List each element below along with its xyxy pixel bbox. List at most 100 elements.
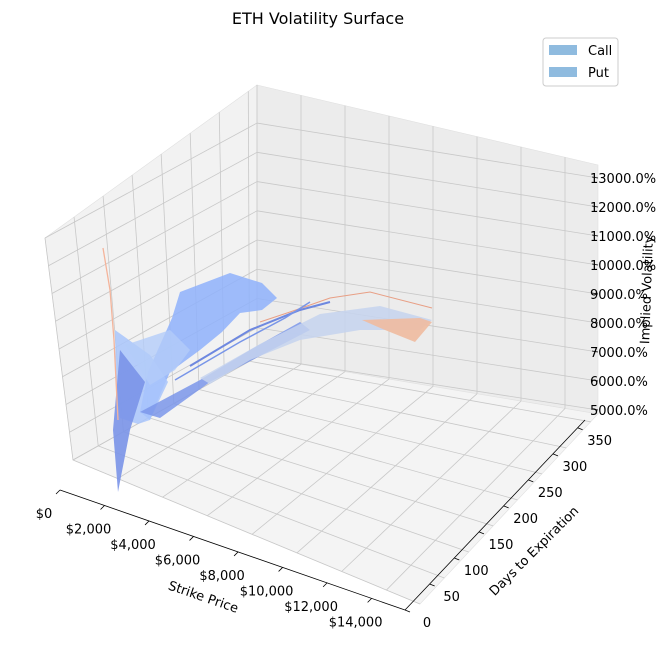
put-surface-patch: [113, 350, 145, 492]
y-tick-mark: [528, 479, 534, 483]
z-axis: 5000.0% 6000.0% 7000.0% 8000.0% 9000.0% 10000…: [590, 172, 656, 419]
x-tick-label: $12,000: [284, 600, 338, 615]
x-tick-label: $6,000: [155, 553, 201, 568]
x-tick-label: $14,000: [329, 615, 383, 630]
legend: Call Put: [542, 37, 619, 87]
x-tick-mark: [322, 582, 328, 588]
gridline: [256, 239, 599, 295]
y-tick-mark: [503, 505, 509, 509]
x-tick-label: $8,000: [199, 569, 245, 584]
call-surface-patch: [362, 318, 432, 342]
put-surface-patch: [140, 273, 277, 420]
legend-swatch-call: [549, 45, 577, 55]
gridline: [256, 268, 599, 324]
gridline: [249, 360, 591, 423]
gridline: [123, 431, 469, 553]
gridline: [148, 417, 494, 527]
x-tick-mark: [233, 551, 239, 557]
gridline: [207, 378, 390, 517]
x-tick-mark: [100, 505, 105, 510]
call-surface-patch: [200, 306, 432, 384]
y-tick-mark: [478, 531, 485, 535]
z-tick-mark: [591, 379, 599, 382]
gridline: [256, 181, 599, 237]
gridline: [51, 181, 258, 294]
legend-item-call: Call: [549, 44, 612, 59]
gridline: [98, 445, 445, 579]
call-surface-spike: [102, 247, 119, 421]
gridline: [256, 356, 599, 411]
y-tick-mark: [429, 583, 435, 587]
z-tick-mark: [591, 176, 599, 179]
y-tick-label: 350: [587, 434, 612, 449]
z-axis-label: Implied Volatility: [638, 235, 657, 344]
legend-item-put: Put: [549, 66, 609, 81]
put-surface-patch: [125, 330, 190, 385]
call-surface-edge: [259, 291, 433, 323]
x-tick-label: $2,000: [66, 522, 112, 537]
y-tick-label: 50: [443, 590, 460, 605]
gridline: [386, 408, 566, 591]
z-tick-label: 5000.0%: [590, 404, 648, 419]
gridline: [224, 374, 567, 449]
x-tick-label: $0: [36, 507, 53, 522]
y-tick-label: 100: [464, 564, 489, 579]
chart-title: ETH Volatility Surface: [232, 9, 404, 28]
y-tick-mark: [552, 453, 559, 457]
x-tick-mark: [144, 520, 150, 526]
y-tick-label: 200: [513, 512, 538, 527]
z-tick-label: 7000.0%: [590, 346, 648, 361]
axes-panes: [44, 84, 599, 605]
gridline: [296, 393, 478, 554]
legend-label-call: Call: [588, 44, 612, 59]
z-tick-label: 11000.0%: [590, 230, 656, 245]
gridline: [73, 216, 99, 446]
x-tick-mark: [189, 536, 194, 541]
gridline: [117, 364, 302, 479]
gridline: [256, 210, 599, 266]
z-tick-mark: [591, 263, 599, 266]
gridline: [48, 151, 258, 267]
z-tick-label: 9000.0%: [590, 288, 648, 303]
y-tick-mark: [404, 609, 411, 613]
gridline: [55, 210, 258, 322]
z-tick-mark: [591, 408, 599, 411]
gridline: [173, 403, 518, 501]
y-tick-label: 0: [423, 616, 431, 631]
gridline: [256, 151, 599, 208]
z-tick-mark: [591, 234, 599, 237]
gridline: [251, 386, 434, 535]
x-tick-label: $4,000: [110, 538, 156, 553]
y-tick-mark: [454, 557, 460, 561]
x-tick-mark: [367, 598, 372, 603]
y-tick-mark: [577, 427, 583, 431]
z-tick-label: 6000.0%: [590, 375, 648, 390]
z-tick-label: 12000.0%: [590, 201, 656, 216]
gridline: [247, 91, 250, 362]
put-surface-edge: [174, 301, 311, 381]
y-tick-label: 150: [489, 538, 514, 553]
gridline: [44, 122, 258, 239]
gridline: [72, 459, 421, 605]
z-tick-label: 8000.0%: [590, 317, 648, 332]
z-tick-mark: [591, 321, 599, 324]
z-tick-label: 13000.0%: [590, 172, 656, 187]
z-tick-mark: [591, 350, 599, 353]
gridline: [256, 122, 599, 179]
gridline: [198, 389, 543, 475]
put-surface-edge: [189, 301, 331, 367]
x-tick-mark: [55, 489, 61, 495]
x-axis-label: Strike Price: [166, 579, 240, 617]
gridline: [162, 371, 346, 498]
gridline: [218, 112, 225, 376]
gridline: [58, 239, 258, 350]
z-tick-mark: [591, 292, 599, 295]
z-tick-label: 10000.0%: [590, 259, 656, 274]
volatility-surfaces: [102, 247, 433, 492]
z-tick-mark: [591, 205, 599, 208]
y-tick-label: 250: [538, 486, 563, 501]
x-tick-mark: [278, 567, 283, 572]
gridline: [341, 400, 522, 572]
